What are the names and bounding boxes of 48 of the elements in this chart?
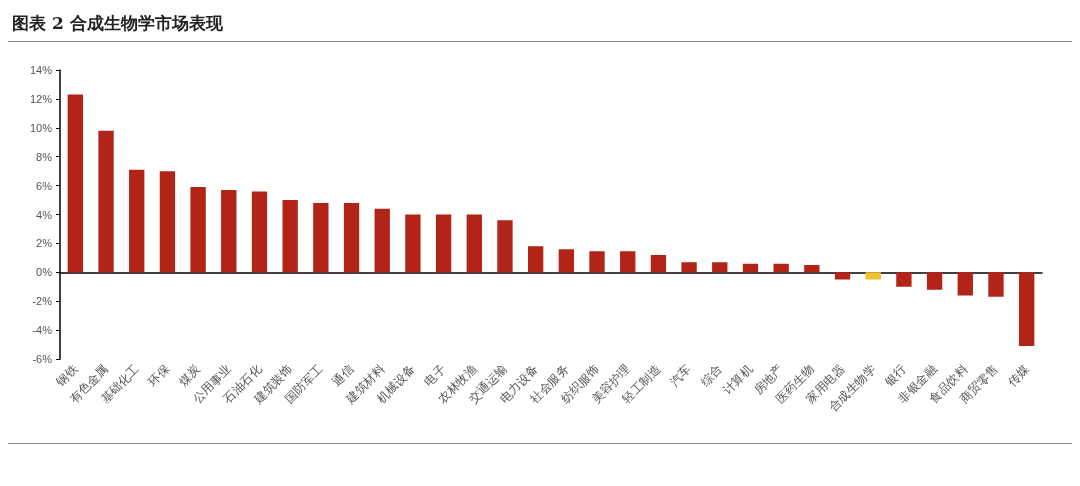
bar xyxy=(742,263,759,273)
bar xyxy=(834,272,851,280)
bar xyxy=(865,272,881,280)
bar xyxy=(343,202,360,273)
bar xyxy=(681,262,697,273)
x-tick-label: 综合 xyxy=(697,362,725,389)
bar xyxy=(313,202,329,273)
bar xyxy=(896,272,912,287)
bar xyxy=(67,94,84,273)
bar xyxy=(650,254,667,273)
bar xyxy=(773,263,789,273)
x-tick-label: 传媒 xyxy=(1004,362,1032,389)
bar xyxy=(1018,272,1035,346)
bar xyxy=(497,220,513,273)
bar xyxy=(129,169,145,273)
y-tick-label: 8% xyxy=(36,150,53,163)
bar xyxy=(221,189,237,273)
bar xyxy=(374,208,390,273)
bar xyxy=(804,265,820,273)
bar xyxy=(98,130,114,273)
y-tick-label: 2% xyxy=(36,237,53,250)
bar xyxy=(957,272,973,296)
x-tick-label: 环保 xyxy=(145,362,173,389)
y-tick-label: -4% xyxy=(32,324,53,337)
bar xyxy=(405,214,421,273)
y-tick-label: -6% xyxy=(32,353,53,365)
bar xyxy=(558,249,575,273)
bar xyxy=(435,214,452,273)
bar xyxy=(926,272,943,290)
y-tick-label: -2% xyxy=(32,295,53,308)
bar xyxy=(589,251,605,273)
bar xyxy=(251,191,268,273)
bar xyxy=(190,187,206,273)
bar xyxy=(466,214,482,273)
bar xyxy=(527,246,544,273)
y-tick-label: 0% xyxy=(36,266,53,279)
bar xyxy=(712,262,728,273)
y-tick-label: 6% xyxy=(36,179,53,192)
bar xyxy=(282,200,298,273)
y-tick-label: 12% xyxy=(29,92,53,105)
bar xyxy=(988,272,1004,297)
bar xyxy=(159,171,176,273)
bar xyxy=(620,251,636,273)
y-tick-label: 4% xyxy=(36,208,53,221)
x-tick-label: 汽车 xyxy=(667,362,695,389)
chart-title: 图表 2 合成生物学市场表现 xyxy=(8,8,1072,42)
y-tick-label: 10% xyxy=(29,121,53,134)
y-tick-label: 14% xyxy=(29,64,53,76)
